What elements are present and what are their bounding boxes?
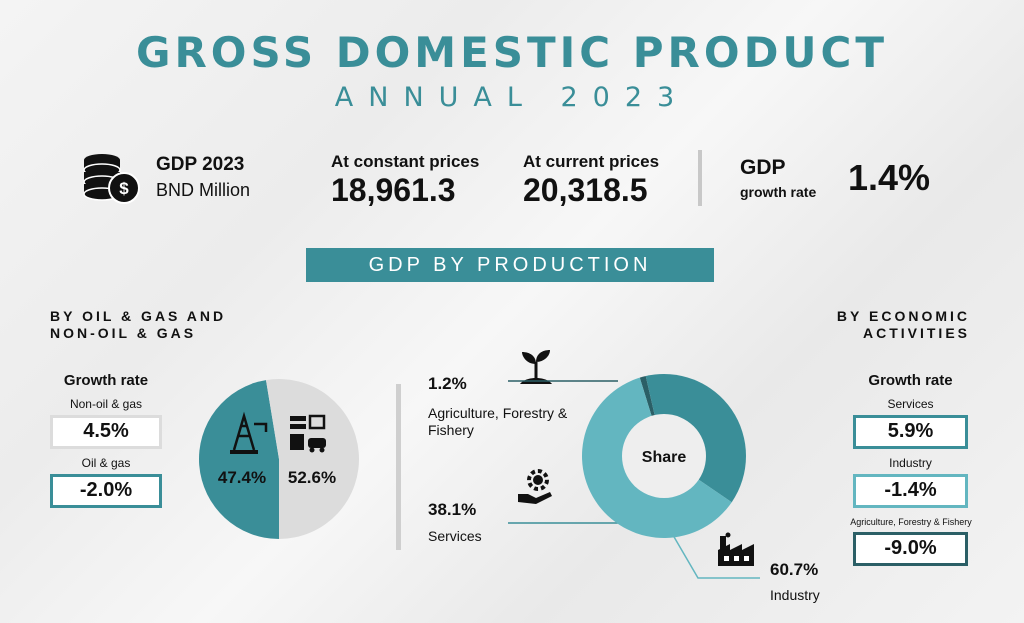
pie-slice-non-oil-gas	[265, 379, 359, 539]
growth-rate-label-sub: growth rate	[740, 184, 817, 200]
economic-activity-donut-chart: Share	[508, 374, 760, 579]
right-section-heading: BY ECONOMIC ACTIVITIES	[800, 308, 970, 342]
current-prices-label: At current prices	[523, 152, 660, 171]
non-oil-gas-share-label: 52.6%	[288, 468, 336, 487]
factory-icon	[716, 532, 758, 568]
left-growth-title: Growth rate	[63, 372, 149, 389]
services-category-label: Services	[428, 528, 482, 544]
page-subtitle: ANNUAL 2023	[334, 82, 690, 113]
gdp-growth-value: 1.4%	[848, 157, 931, 198]
services-growth-box: 5.9%	[853, 415, 968, 449]
agriculture-share-label: 1.2%	[428, 374, 467, 393]
page-title: GROSS DOMESTIC PRODUCT	[135, 28, 889, 77]
svg-text:$: $	[119, 179, 129, 198]
consumer-goods-icon	[290, 414, 326, 453]
gdp-unit-label: BND Million	[156, 180, 251, 200]
non-oil-gas-label: Non-oil & gas	[69, 397, 143, 411]
oil-gas-share-label: 47.4%	[218, 468, 266, 487]
section-divider	[396, 384, 401, 550]
right-heading-line1: BY ECONOMIC	[836, 308, 970, 324]
kpi-divider	[698, 150, 702, 206]
agriculture-growth-box: -9.0%	[853, 532, 968, 566]
non-oil-gas-growth-box: 4.5%	[50, 415, 162, 449]
right-heading-line2: ACTIVITIES	[862, 325, 970, 341]
oil-gas-label: Oil & gas	[81, 456, 131, 470]
industry-share-label: 60.7%	[770, 560, 819, 579]
donut-title: Share	[642, 449, 687, 466]
oil-gas-growth-box: -2.0%	[50, 474, 162, 508]
constant-prices-label: At constant prices	[331, 152, 480, 171]
industry-leader-line	[669, 529, 760, 579]
gear-hand-icon	[516, 466, 556, 506]
right-growth-title: Growth rate	[868, 372, 953, 389]
industry-growth-box: -1.4%	[853, 474, 968, 508]
donut-center	[622, 414, 706, 498]
oil-rig-icon	[230, 411, 268, 454]
agriculture-category-text: Agriculture, Forestry & Fishery	[428, 405, 568, 438]
gdp-year-label: GDP 2023	[156, 154, 245, 175]
coins-icon: $	[80, 150, 142, 208]
growth-rate-label-main: GDP	[740, 156, 786, 179]
agriculture-category-label: Agriculture, Forestry & Fishery	[428, 405, 568, 439]
current-prices-value: 20,318.5	[523, 172, 648, 208]
constant-prices-value: 18,961.3	[331, 172, 456, 208]
services-share-label: 38.1%	[428, 500, 477, 519]
services-growth-label: Services	[887, 397, 934, 411]
left-heading-line1: BY OIL & GAS AND	[50, 308, 227, 324]
agriculture-growth-label: Agriculture, Forestry & Fishery	[850, 517, 972, 527]
section-banner: GDP BY PRODUCTION	[306, 248, 714, 282]
industry-category-label: Industry	[770, 587, 820, 603]
left-heading-line2: NON-OIL & GAS	[50, 325, 197, 341]
left-section-heading: BY OIL & GAS AND NON-OIL & GAS	[50, 308, 226, 342]
pie-slice-oil-gas	[198, 380, 279, 539]
industry-growth-label: Industry	[889, 456, 932, 470]
oil-gas-pie-chart: 47.4% 52.6%	[198, 379, 359, 539]
